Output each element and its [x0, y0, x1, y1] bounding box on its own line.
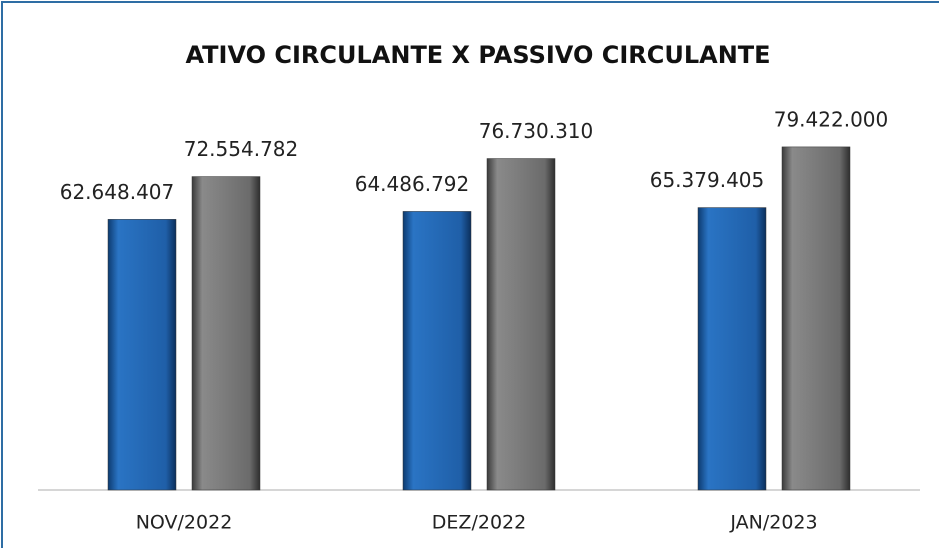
value-label: 72.554.782: [184, 137, 299, 161]
value-label: 62.648.407: [60, 180, 175, 204]
bar: [191, 176, 261, 491]
value-label: 79.422.000: [774, 107, 889, 131]
bar: [107, 219, 177, 491]
bar: [781, 146, 851, 491]
chart-title: ATIVO CIRCULANTE X PASSIVO CIRCULANTE: [185, 41, 770, 69]
bar: [697, 207, 767, 491]
bar: [402, 211, 472, 491]
bar: [486, 158, 556, 491]
x-tick-label: DEZ/2022: [432, 512, 526, 534]
x-tick-label: JAN/2023: [729, 512, 817, 534]
value-label: 76.730.310: [479, 119, 594, 143]
x-tick-label: NOV/2022: [136, 512, 233, 534]
value-label: 64.486.792: [355, 172, 470, 196]
value-label: 65.379.405: [650, 168, 765, 192]
